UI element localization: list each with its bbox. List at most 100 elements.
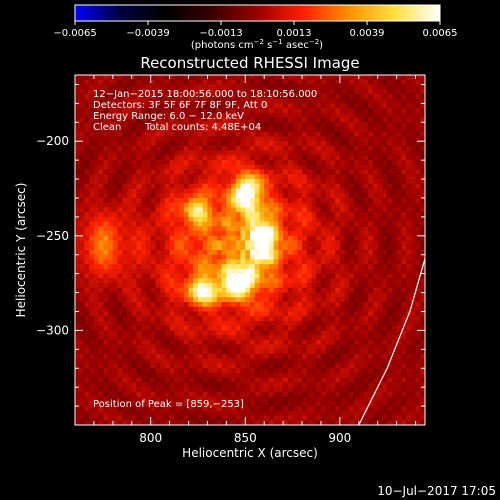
heatmap-cell <box>335 316 341 322</box>
heatmap-cell <box>240 368 246 374</box>
heatmap-cell <box>283 235 289 242</box>
heatmap-cell <box>302 316 308 322</box>
heatmap-cell <box>330 202 336 209</box>
heatmap-cell <box>382 264 388 270</box>
heatmap-cell <box>320 179 327 185</box>
heatmap-cell <box>84 89 90 95</box>
heatmap-cell <box>150 75 157 81</box>
heatmap-cell <box>235 145 242 152</box>
heatmap-cell <box>316 169 322 175</box>
heatmap-cell <box>112 197 119 204</box>
heatmap-cell <box>287 197 294 204</box>
heatmap-cell <box>273 387 279 393</box>
heatmap-cell <box>259 216 265 223</box>
heatmap-cell <box>164 136 171 142</box>
heatmap-cell <box>174 141 180 147</box>
heatmap-cell <box>273 207 279 213</box>
heatmap-cell <box>103 311 109 317</box>
heatmap-cell <box>250 372 256 379</box>
heatmap-cell <box>268 160 275 166</box>
heatmap-cell <box>259 221 265 227</box>
heatmap-cell <box>387 188 393 194</box>
heatmap-cell <box>226 273 232 279</box>
heatmap-cell <box>264 160 270 166</box>
heatmap-cell <box>396 245 402 251</box>
heatmap-cell <box>292 273 298 279</box>
heatmap-cell <box>245 179 251 185</box>
heatmap-cell <box>278 221 284 227</box>
heatmap-cell <box>415 311 421 317</box>
heatmap-cell <box>197 292 204 298</box>
heatmap-cell <box>264 372 270 379</box>
heatmap-cell <box>245 245 251 251</box>
heatmap-cell <box>240 250 246 256</box>
heatmap-cell <box>420 325 425 332</box>
heatmap-cell <box>98 235 104 242</box>
heatmap-cell <box>136 339 142 346</box>
heatmap-cell <box>136 150 142 157</box>
heatmap-cell <box>391 93 398 100</box>
heatmap-cell <box>127 150 133 157</box>
heatmap-cell <box>155 226 161 232</box>
heatmap-cell <box>306 212 313 218</box>
heatmap-cell <box>169 363 175 369</box>
heatmap-cell <box>188 131 194 138</box>
heatmap-cell <box>226 358 232 365</box>
heatmap-cell <box>344 273 350 279</box>
heatmap-cell <box>117 278 123 284</box>
heatmap-cell <box>377 358 384 365</box>
heatmap-cell <box>122 89 128 95</box>
heatmap-cell <box>339 278 346 284</box>
heatmap-cell <box>160 287 166 294</box>
heatmap-cell <box>179 273 185 279</box>
heatmap-cell <box>349 325 355 332</box>
heatmap-cell <box>221 363 227 369</box>
heatmap-cell <box>273 344 279 350</box>
heatmap-cell <box>131 250 138 256</box>
heatmap-cell <box>84 344 90 350</box>
heatmap-cell <box>259 349 265 355</box>
heatmap-cell <box>382 231 388 237</box>
heatmap-cell <box>112 349 119 355</box>
heatmap-cell <box>410 231 417 237</box>
heatmap-cell <box>363 193 369 199</box>
heatmap-cell <box>335 283 341 289</box>
heatmap-cell <box>278 316 284 322</box>
heatmap-cell <box>264 231 270 237</box>
heatmap-cell <box>387 254 393 261</box>
heatmap-cell <box>136 179 142 185</box>
heatmap-cell <box>240 363 246 369</box>
heatmap-cell <box>89 311 95 317</box>
heatmap-cell <box>212 278 218 284</box>
heatmap-cell <box>117 268 123 275</box>
heatmap-cell <box>141 150 147 157</box>
heatmap-cell <box>160 344 166 350</box>
heatmap-cell <box>79 344 86 350</box>
heatmap-cell <box>268 311 275 317</box>
heatmap-cell <box>188 372 194 379</box>
heatmap-cell <box>306 193 313 199</box>
heatmap-cell <box>174 268 180 275</box>
heatmap-cell <box>273 150 279 157</box>
heatmap-cell <box>368 174 374 180</box>
heatmap-cell <box>216 212 223 218</box>
heatmap-cell <box>174 221 180 227</box>
heatmap-cell <box>377 330 384 336</box>
heatmap-cell <box>108 108 114 114</box>
heatmap-cell <box>188 212 194 218</box>
heatmap-cell <box>155 250 161 256</box>
heatmap-cell <box>122 382 128 388</box>
heatmap-cell <box>131 283 138 289</box>
heatmap-cell <box>292 89 298 95</box>
heatmap-cell <box>93 226 100 232</box>
heatmap-cell <box>363 278 369 284</box>
heatmap-cell <box>264 169 270 175</box>
heatmap-cell <box>349 207 355 213</box>
heatmap-cell <box>415 368 421 374</box>
heatmap-cell <box>354 250 360 256</box>
heatmap-cell <box>145 221 152 227</box>
heatmap-cell <box>202 221 209 227</box>
heatmap-cell <box>197 325 204 332</box>
heatmap-cell <box>221 339 227 346</box>
heatmap-cell <box>193 93 199 100</box>
